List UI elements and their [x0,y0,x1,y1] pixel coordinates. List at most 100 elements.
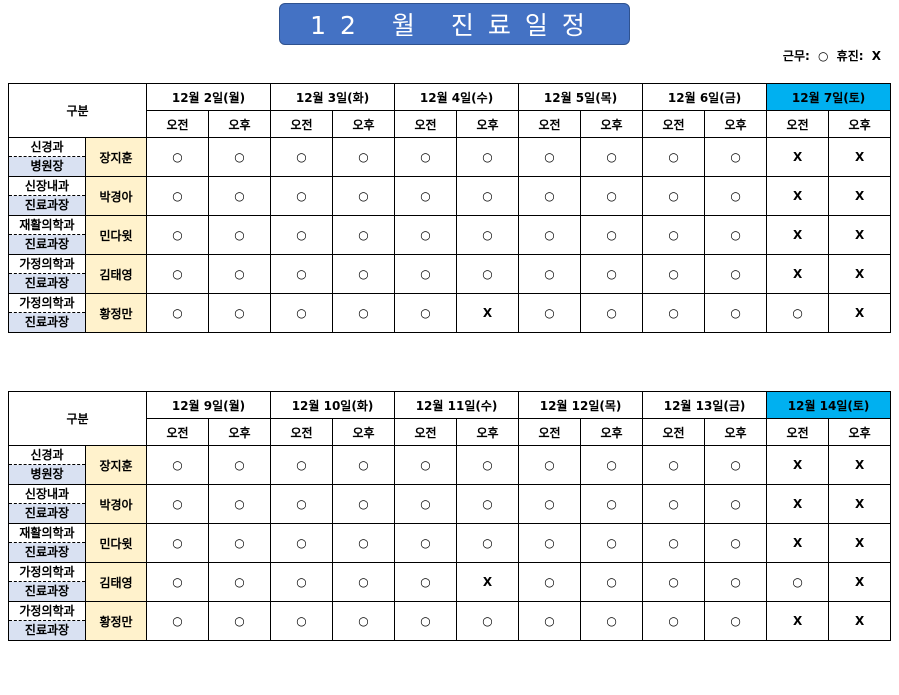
open-mark: ○ [704,601,768,641]
closed-mark: X [766,523,830,563]
pm-header: 오후 [704,418,768,446]
open-mark: ○ [642,176,706,216]
date-header: 12월 4일(수) [394,83,520,111]
open-mark: ○ [580,293,644,333]
date-header: 12월 13일(금) [642,391,768,419]
table-row: 가정의학과 진료과장 김태영 ○ ○ ○ ○ ○ ○ ○ ○ ○ ○ X X [8,254,892,294]
open-mark: ○ [270,562,334,602]
legend-off-label: 휴진: [836,49,864,63]
doctor-title: 진료과장 [9,582,85,601]
department-cell: 가정의학과 진료과장 [8,562,86,602]
doctor-name: 황정만 [85,601,147,641]
date-header: 12월 10일(화) [270,391,396,419]
open-mark: ○ [704,484,768,524]
doctor-title: 병원장 [9,157,85,176]
open-mark: ○ [207,445,272,485]
closed-mark: X [456,293,520,333]
pm-header: 오후 [828,110,892,138]
closed-mark: X [828,293,892,333]
open-mark: ○ [332,523,396,563]
am-header: 오전 [146,418,209,446]
open-mark: ○ [642,137,706,177]
open-mark: ○ [456,176,520,216]
open-mark: ○ [456,137,520,177]
open-mark: ○ [580,137,644,177]
open-mark: ○ [207,293,272,333]
open-mark: ○ [207,601,272,641]
table-row: 가정의학과 진료과장 황정만 ○ ○ ○ ○ ○ X ○ ○ ○ ○ ○ X [8,293,892,333]
closed-mark: X [766,215,830,255]
header-gubun: 구분 [8,83,147,138]
closed-mark: X [766,484,830,524]
open-mark: ○ [704,293,768,333]
pm-header: 오후 [207,418,272,446]
page-title: 12 월 진료일정 [279,3,630,45]
closed-mark: X [828,601,892,641]
open-mark: ○ [394,293,458,333]
open-mark: ○ [456,601,520,641]
open-mark: ○ [766,293,830,333]
closed-mark: X [828,137,892,177]
open-mark: ○ [332,254,396,294]
open-mark: ○ [766,562,830,602]
table-row: 신장내과 진료과장 박경아 ○ ○ ○ ○ ○ ○ ○ ○ ○ ○ X X [8,176,892,216]
open-mark: ○ [270,445,334,485]
am-header: 오전 [394,418,458,446]
open-mark: ○ [518,601,582,641]
open-mark: ○ [518,484,582,524]
legend: 근무: ○ 휴진: X [779,47,881,64]
open-mark: ○ [146,137,209,177]
pm-header: 오후 [332,110,396,138]
am-header: 오전 [518,418,582,446]
open-mark: ○ [207,484,272,524]
closed-mark: X [456,562,520,602]
date-header: 12월 2일(월) [145,83,272,111]
open-mark: ○ [207,254,272,294]
open-mark: ○ [518,562,582,602]
doctor-title: 진료과장 [9,621,85,640]
open-mark: ○ [207,137,272,177]
doctor-name: 김태영 [85,562,147,602]
department-name: 재활의학과 [9,217,85,235]
open-mark: ○ [332,562,396,602]
open-mark: ○ [146,445,209,485]
pm-header: 오후 [332,418,396,446]
open-mark: ○ [704,137,768,177]
doctor-title: 진료과장 [9,235,85,254]
department-name: 신경과 [9,139,85,157]
department-cell: 가정의학과 진료과장 [8,601,86,641]
closed-mark: X [828,445,892,485]
open-mark: ○ [394,523,458,563]
open-mark: ○ [580,445,644,485]
am-header: 오전 [394,110,458,138]
open-mark: ○ [270,523,334,563]
am-header: 오전 [146,110,209,138]
open-mark: ○ [146,523,209,563]
department-cell: 재활의학과 진료과장 [8,215,86,255]
doctor-title: 진료과장 [9,543,85,562]
open-mark: ○ [146,601,209,641]
open-mark: ○ [394,484,458,524]
open-mark: ○ [580,176,644,216]
open-mark: ○ [270,601,334,641]
department-name: 신경과 [9,447,85,465]
table-row: 신경과 병원장 장지훈 ○ ○ ○ ○ ○ ○ ○ ○ ○ ○ X X [8,445,892,485]
open-mark: ○ [207,562,272,602]
open-mark: ○ [704,215,768,255]
department-cell: 신경과 병원장 [8,445,86,485]
closed-mark: X [828,215,892,255]
department-name: 가정의학과 [9,295,85,313]
open-mark: ○ [270,293,334,333]
department-cell: 신경과 병원장 [8,137,86,177]
open-mark: ○ [704,562,768,602]
open-mark: ○ [270,254,334,294]
pm-header: 오후 [828,418,892,446]
open-mark: ○ [146,176,209,216]
open-mark: ○ [394,254,458,294]
open-mark: ○ [642,523,706,563]
am-header: 오전 [766,110,830,138]
department-name: 재활의학과 [9,525,85,543]
open-mark: ○ [332,293,396,333]
legend-work-symbol: ○ [817,49,829,63]
date-header: 12월 9일(월) [145,391,272,419]
